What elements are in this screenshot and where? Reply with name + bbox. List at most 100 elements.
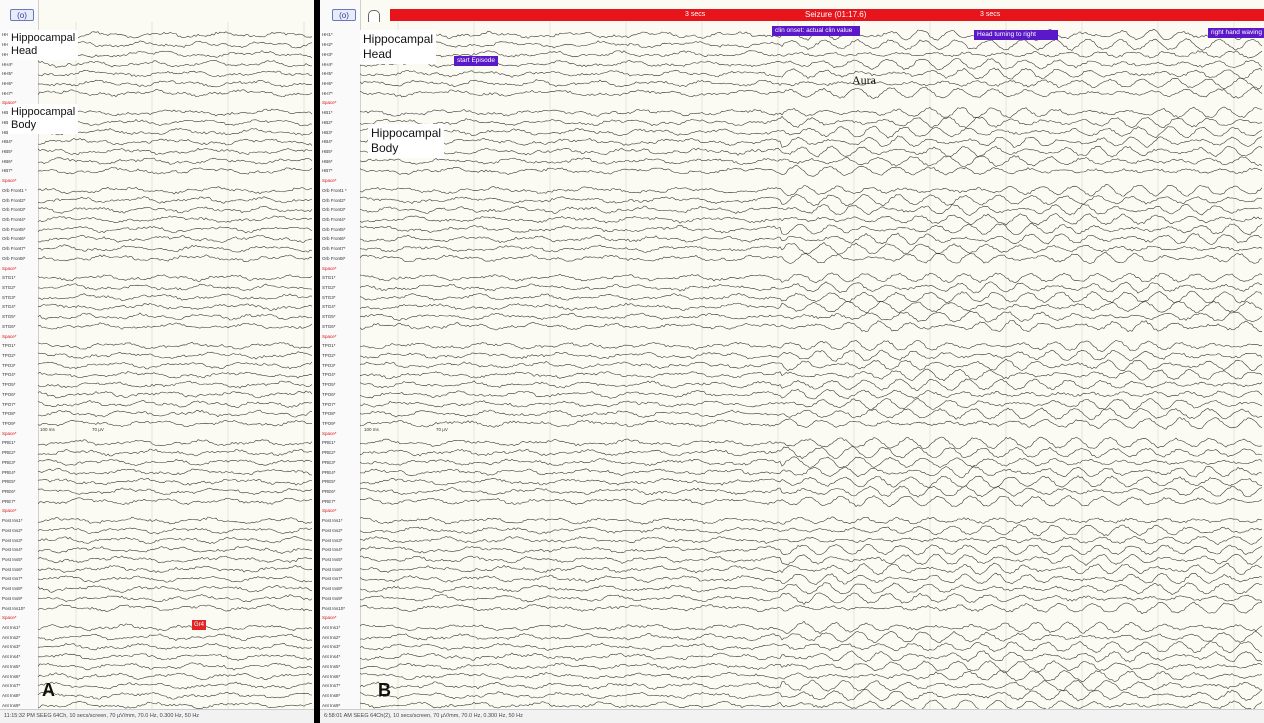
eeg-trace [359, 311, 1263, 323]
channel-label: Ant Ins8* [322, 692, 341, 698]
eeg-trace [359, 50, 1263, 59]
channel-label: PRE7* [322, 498, 336, 504]
eeg-trace [359, 242, 1263, 255]
eeg-trace [359, 641, 1263, 654]
eeg-trace [37, 477, 312, 486]
eeg-trace [37, 137, 313, 146]
navigation-icon[interactable]: (o) [10, 9, 34, 21]
eeg-trace [359, 436, 1263, 450]
channel-label: HB5* [2, 148, 13, 154]
channel-label: HH4* [322, 61, 333, 67]
panel-b: HH1* HH2* HH3* HH4* HH5* HH6* HH7* Space* HB1* HB… [320, 0, 1264, 723]
channel-label: HH3* [2, 52, 13, 57]
channel-label: HB6* [2, 158, 13, 164]
channel-label: Post Ins6* [322, 566, 343, 572]
channel-label: Orb Front4* [2, 216, 26, 222]
channel-label: HB4* [2, 139, 13, 145]
eeg-trace [37, 361, 313, 370]
eeg-trace [359, 213, 1263, 226]
eeg-trace [359, 475, 1263, 488]
channel-label: Ant Ins7* [2, 683, 21, 689]
channel-label: TPO9* [2, 420, 16, 426]
eeg-trace [359, 204, 1263, 216]
channel-label: TPO4* [2, 372, 16, 378]
channel-label: STG5* [322, 314, 336, 320]
eeg-trace [37, 341, 313, 350]
channel-label: HB7* [322, 168, 333, 174]
eeg-trace [37, 50, 313, 59]
eeg-trace [359, 115, 1263, 129]
channel-label: Post Ins9* [2, 595, 23, 601]
eeg-trace [37, 196, 313, 204]
eeg-trace [37, 234, 313, 243]
channel-label: Post Ins7* [322, 576, 343, 582]
channel-label: Ant Ins8* [2, 692, 21, 698]
eeg-trace [359, 378, 1263, 391]
channel-label: Space* [322, 178, 337, 184]
eeg-trace [37, 128, 313, 136]
eeg-trace [359, 77, 1263, 90]
channel-label: PRE2* [322, 450, 336, 456]
event-tag[interactable]: Head turning to right [974, 30, 1058, 40]
event-tag[interactable]: Gr4 [192, 620, 207, 630]
eeg-trace [37, 526, 313, 535]
channel-label: TPO8* [322, 411, 336, 417]
eeg-trace [37, 633, 313, 642]
eeg-trace [359, 485, 1263, 498]
eeg-trace [359, 164, 1263, 177]
event-tag[interactable]: start Episode [454, 56, 498, 66]
channel-label: Space* [2, 100, 17, 106]
channel-label: Orb Front1 * [2, 187, 27, 193]
event-tag[interactable]: right hand waving [1208, 28, 1264, 38]
channel-label: Space* [2, 430, 17, 436]
channel-label: TPO2* [2, 352, 16, 358]
channel-label: Ant Ins3* [2, 644, 21, 650]
eeg-trace [359, 388, 1263, 400]
eeg-trace [359, 669, 1263, 683]
eeg-trace [37, 118, 313, 127]
channel-label: Ant Ins6* [322, 673, 341, 679]
channel-label: Orb Front5* [322, 226, 346, 232]
status-bar: 11:15:32 PM SEEG 64Ch, 10 secs/screen, 7… [0, 709, 314, 723]
channel-label: Post Ins1* [322, 518, 343, 524]
eeg-trace [37, 459, 313, 467]
channel-label: STG4* [2, 304, 16, 310]
eeg-trace [359, 601, 1263, 615]
eeg-trace [37, 293, 313, 301]
eeg-trace [37, 390, 313, 399]
seizure-bar[interactable]: 3 secs Seizure (01:17.6) 3 secs [390, 9, 1264, 21]
eeg-trace [37, 206, 313, 214]
eeg-trace [359, 582, 1262, 595]
channel-label: Post Ins5* [2, 556, 23, 562]
channel-label: STG5* [2, 314, 16, 320]
eeg-trace [37, 167, 313, 175]
event-tag[interactable]: clin onset: actual clin value [772, 26, 860, 36]
channel-label: HH5* [2, 71, 13, 77]
channel-label: Ant Ins7* [322, 683, 341, 689]
channel-label: TPO7* [322, 401, 336, 407]
channel-label: Post Ins8* [322, 586, 343, 592]
eeg-trace [359, 339, 1263, 352]
channel-label: TPO7* [2, 401, 16, 407]
eeg-trace [359, 553, 1263, 566]
channel-label: Orb Front8* [2, 255, 26, 261]
eeg-trace [37, 302, 313, 311]
eeg-trace [359, 125, 1263, 139]
eeg-trace [359, 572, 1263, 586]
channel-label: Post Ins5* [322, 556, 343, 562]
eeg-trace [37, 186, 313, 195]
eeg-trace [359, 145, 1263, 158]
eeg-trace [359, 67, 1263, 80]
eeg-trace [359, 417, 1263, 430]
eeg-trace [37, 662, 313, 671]
channel-label: TPO2* [322, 352, 336, 358]
eeg-trace [37, 380, 313, 389]
eeg-trace [359, 155, 1263, 168]
eeg-trace [37, 30, 313, 39]
channel-label: Post Ins10* [322, 605, 346, 611]
channel-label: PRE3* [2, 459, 16, 465]
channel-label: PRE4* [2, 469, 16, 475]
eeg-trace [359, 592, 1263, 605]
navigation-icon[interactable]: (o) [332, 9, 356, 21]
eeg-trace [37, 575, 313, 583]
